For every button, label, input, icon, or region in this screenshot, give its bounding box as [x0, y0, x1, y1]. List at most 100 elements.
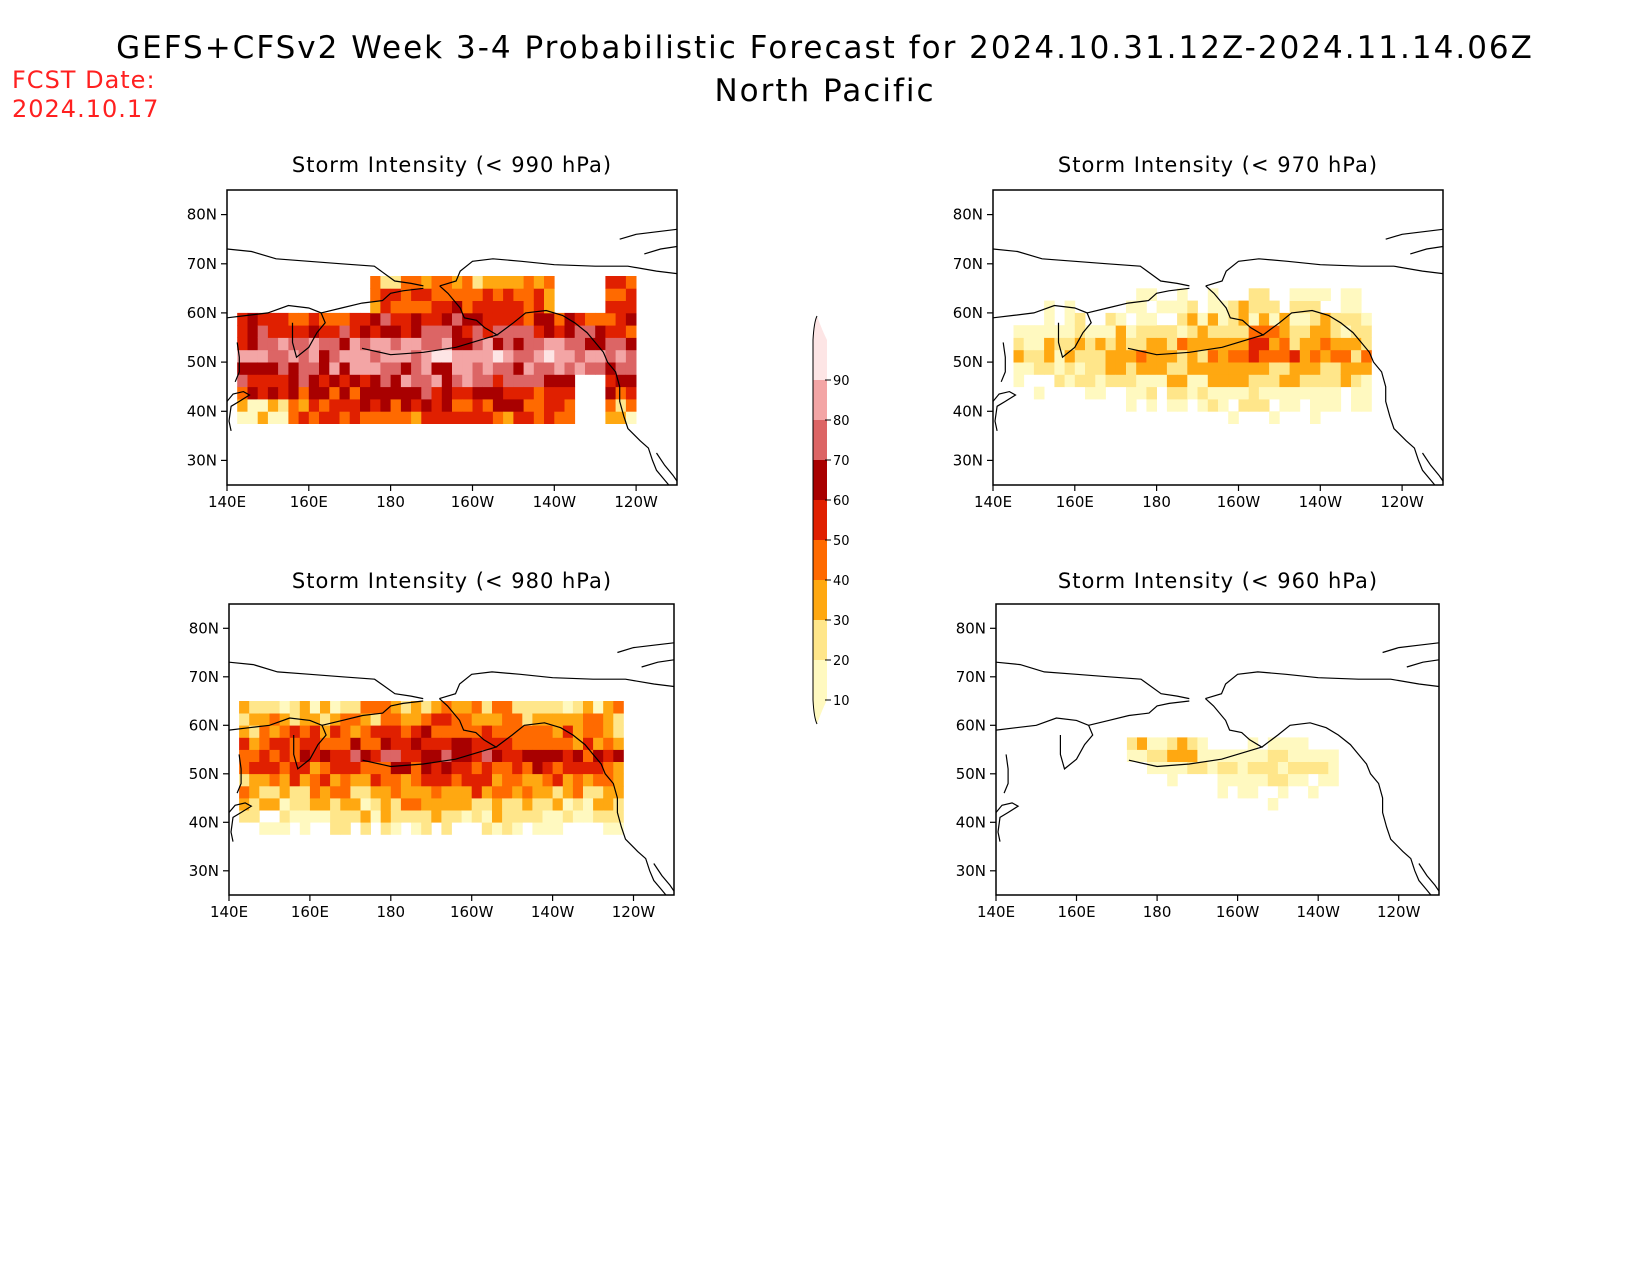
probability-cell [370, 325, 381, 338]
probability-cell [1340, 374, 1352, 388]
probability-cell [492, 399, 504, 412]
probability-cell [1277, 749, 1289, 762]
probability-cell [1167, 749, 1178, 762]
probability-cell [431, 737, 442, 750]
probability-cell [544, 374, 555, 388]
probability-cell [340, 798, 351, 811]
probability-cell [441, 785, 452, 799]
probability-cell [542, 810, 553, 823]
probability-cell [1277, 737, 1289, 750]
probability-cell [1115, 337, 1127, 351]
probability-cell [309, 761, 321, 775]
probability-cell [593, 701, 604, 714]
probability-cell [269, 725, 280, 738]
probability-cell [562, 701, 574, 714]
probability-cell [572, 785, 584, 799]
colorbar-label: 10 [833, 694, 850, 709]
probability-cell [583, 773, 594, 787]
probability-cell [472, 288, 484, 301]
lat-tick-label: 30N [189, 862, 219, 880]
probability-cell [1156, 300, 1168, 314]
probability-cell [603, 701, 614, 714]
probability-cell [1269, 325, 1280, 338]
probability-cell [288, 411, 299, 424]
probability-cell [1298, 749, 1309, 762]
probability-cell [340, 773, 351, 787]
probability-cell [308, 337, 320, 351]
probability-cell [431, 325, 443, 338]
probability-cell [583, 798, 594, 811]
probability-cell [411, 276, 422, 289]
probability-cell [605, 399, 616, 412]
probability-cell [411, 749, 422, 762]
probability-cell [1146, 399, 1157, 412]
probability-cell [492, 749, 503, 762]
probability-cell [1269, 300, 1280, 314]
probability-cell [279, 810, 291, 823]
probability-cell [239, 725, 250, 738]
probability-cell [267, 362, 279, 375]
probability-cell [533, 374, 545, 388]
probability-cell [441, 325, 453, 338]
probability-cell [421, 300, 432, 314]
coastline-segment [619, 228, 677, 240]
probability-cell [1207, 386, 1219, 400]
probability-cell [603, 773, 614, 787]
lat-tick-label: 60N [956, 716, 986, 734]
probability-cell [625, 386, 637, 400]
probability-cell [390, 785, 402, 799]
probability-cell [1310, 300, 1321, 314]
probability-cell [512, 761, 523, 775]
lat-tick-label: 80N [189, 619, 219, 637]
probability-cell [380, 399, 391, 412]
probability-cell [380, 749, 392, 762]
probability-cell [1238, 349, 1250, 363]
probability-cell [279, 725, 291, 738]
coastline-segment [1262, 309, 1436, 485]
probability-cell [503, 276, 514, 289]
probability-cell [411, 701, 422, 714]
probability-cell [552, 749, 564, 762]
probability-cell [370, 713, 382, 726]
probability-cell [533, 300, 545, 314]
probability-cell [544, 300, 555, 314]
probability-cell [308, 386, 320, 400]
probability-cell [481, 713, 493, 726]
probability-cell [564, 362, 576, 375]
lon-axis-980: 140E 160E 180 160W 140W 120W [210, 895, 655, 921]
probability-cell [542, 822, 553, 835]
probability-cell [572, 749, 584, 762]
probability-cell [1167, 761, 1178, 775]
probability-cell [503, 312, 514, 326]
probability-cell [299, 701, 311, 714]
probability-cell [625, 312, 637, 326]
probability-cell [1177, 300, 1188, 314]
probability-cell [431, 749, 442, 762]
probability-cell [1217, 761, 1228, 775]
lon-tick-label: 140E [208, 493, 246, 511]
probability-cell [411, 761, 422, 775]
probability-cell [247, 399, 259, 412]
probability-cell [502, 749, 513, 762]
colorbar-segment [813, 540, 827, 580]
probability-cell [625, 325, 637, 338]
probability-cell [613, 822, 624, 835]
probability-cell [247, 312, 259, 326]
probability-cell [613, 749, 624, 762]
probability-cell [532, 701, 543, 714]
probability-cell [1340, 300, 1352, 314]
lon-tick-label: 160E [290, 493, 328, 511]
probability-cell [249, 725, 260, 738]
probability-cell [472, 312, 484, 326]
coastline-segment [320, 287, 424, 314]
probability-cell [330, 822, 341, 835]
probability-cell [605, 276, 616, 289]
probability-cell [625, 349, 637, 363]
probability-cell [1146, 337, 1157, 351]
probability-cell [1248, 386, 1260, 400]
probability-cell [1146, 312, 1157, 326]
probability-cell [595, 325, 606, 338]
probability-cell [1330, 337, 1342, 351]
probability-cell [452, 399, 463, 412]
probability-cell [431, 288, 443, 301]
